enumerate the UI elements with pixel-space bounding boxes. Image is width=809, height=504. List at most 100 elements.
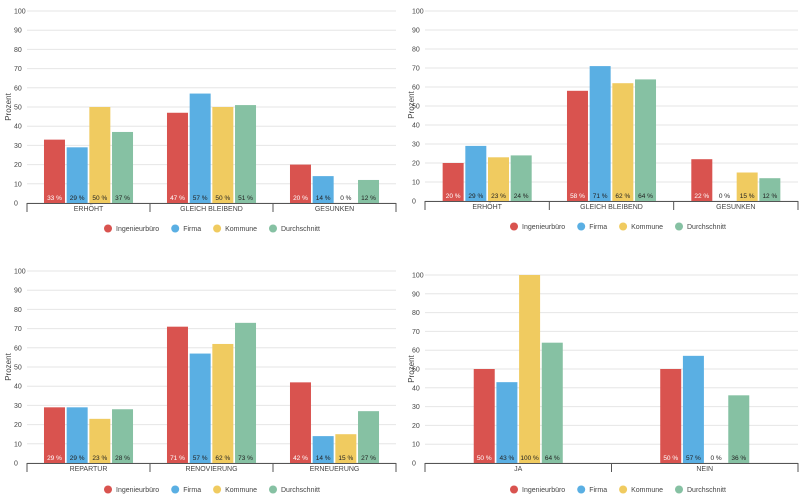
data-label: 12 % (762, 193, 777, 200)
x-tick-label: ERHÖHT (74, 205, 104, 213)
y-tick-label: 10 (412, 180, 420, 187)
bar-kommune (519, 275, 541, 463)
y-tick-label: 50 (412, 104, 420, 111)
data-label: 62 % (615, 193, 630, 200)
legend-marker-firma (171, 485, 180, 494)
y-axis-label: Prozent (4, 352, 13, 380)
y-tick-label: 60 (412, 348, 420, 355)
legend-marker-firma (171, 224, 180, 233)
legend-marker-durchschnitt (675, 485, 683, 494)
y-tick-label: 50 (412, 367, 420, 374)
y-tick-label: 60 (412, 85, 420, 92)
bar-kommune (488, 157, 510, 201)
data-label: 42 % (293, 455, 308, 462)
bar-firma (189, 353, 211, 463)
y-tick-label: 50 (14, 365, 22, 372)
legend-label: Ingenieurbüro (522, 487, 565, 494)
data-label: 0 % (710, 455, 721, 462)
x-tick-label: GESUNKEN (315, 206, 354, 213)
bar-kommune (335, 434, 357, 463)
x-tick-label: RENOVIERUNG (185, 466, 237, 473)
data-label: 57 % (193, 455, 208, 462)
legend-label: Kommune (631, 487, 663, 494)
y-tick-label: 10 (412, 442, 420, 449)
legend-label: Ingenieurbüro (116, 226, 159, 233)
data-label: 50 % (215, 195, 230, 202)
bar-kommune (89, 107, 111, 203)
data-label: 22 % (694, 193, 709, 200)
y-tick-label: 10 (14, 181, 22, 188)
y-tick-label: 30 (14, 403, 22, 410)
data-label: 33 % (47, 195, 62, 202)
y-tick-label: 60 (14, 85, 22, 92)
data-label: 37 % (115, 195, 130, 202)
data-label: 27 % (361, 455, 376, 462)
data-label: 29 % (70, 455, 85, 462)
legend-label: Ingenieurbüro (116, 487, 159, 494)
bar-ingenieurbuero (166, 326, 188, 463)
y-tick-label: 70 (412, 66, 420, 73)
legend-label: Firma (589, 224, 607, 231)
data-label: 50 % (477, 455, 492, 462)
data-label: 12 % (361, 195, 376, 202)
data-label: 73 % (238, 455, 253, 462)
bar-ingenieurbuero (43, 139, 65, 203)
data-label: 36 % (731, 455, 746, 462)
y-axis-label: Prozent (407, 90, 416, 118)
legend-label: Kommune (631, 224, 663, 231)
legend-marker-ingenieurbuero (510, 485, 518, 494)
data-label: 20 % (446, 193, 461, 200)
y-tick-label: 0 (412, 199, 416, 206)
legend-label: Firma (183, 226, 201, 233)
data-label: 57 % (686, 455, 701, 462)
bar-durchschnitt (235, 105, 257, 203)
bar-durchschnitt (112, 131, 134, 203)
data-label: 100 % (520, 455, 539, 462)
data-label: 29 % (47, 455, 62, 462)
data-label: 14 % (316, 455, 331, 462)
y-tick-label: 40 (14, 384, 22, 391)
y-tick-label: 0 (412, 461, 416, 468)
bar-ingenieurbuero (43, 407, 65, 463)
data-label: 50 % (92, 195, 107, 202)
bar-kommune (612, 83, 634, 201)
data-label: 29 % (468, 193, 483, 200)
chart-2: 0 10 20 30 40 50 60 70 80 90 100 Prozent 20 % 29 % 23 … (407, 9, 799, 231)
bar-firma (312, 176, 334, 203)
chart-3: 0 10 20 30 40 50 60 70 80 90 100 Prozent 29 % 29 % 23 … (4, 269, 397, 494)
x-tick-label: ERHÖHT (472, 203, 502, 211)
data-label: 23 % (92, 455, 107, 462)
y-tick-label: 0 (14, 461, 18, 468)
bar-kommune (736, 172, 758, 201)
bar-durchschnitt (358, 179, 380, 203)
data-label: 0 % (340, 195, 351, 202)
legend-marker-firma (577, 222, 586, 231)
data-label: 24 % (514, 193, 529, 200)
x-tick-label: REPARTUR (70, 466, 108, 473)
bar-kommune (212, 343, 234, 463)
x-tick-label: ERNEUERUNG (310, 466, 360, 473)
y-axis-label: Prozent (407, 354, 416, 382)
y-tick-label: 90 (412, 291, 420, 298)
legend-label: Firma (183, 487, 201, 494)
data-label: 47 % (170, 195, 185, 202)
y-tick-label: 30 (14, 143, 22, 150)
data-label: 51 % (238, 195, 253, 202)
legend-marker-kommune (213, 485, 222, 494)
legend-label: Durchschnitt (281, 226, 320, 233)
data-label: 15 % (338, 455, 353, 462)
y-tick-label: 80 (14, 47, 22, 54)
legend-label: Kommune (225, 487, 257, 494)
data-label: 14 % (316, 195, 331, 202)
bar-firma (312, 436, 334, 463)
y-tick-label: 70 (412, 329, 420, 336)
data-label: 15 % (740, 193, 755, 200)
bar-ingenieurbuero (473, 369, 495, 463)
bar-firma (189, 93, 211, 203)
bar-durchschnitt (759, 178, 781, 201)
legend-marker-durchschnitt (675, 222, 683, 231)
y-tick-label: 80 (14, 307, 22, 314)
y-tick-label: 100 (412, 273, 424, 280)
legend-marker-ingenieurbuero (104, 224, 112, 233)
data-label: 57 % (193, 195, 208, 202)
